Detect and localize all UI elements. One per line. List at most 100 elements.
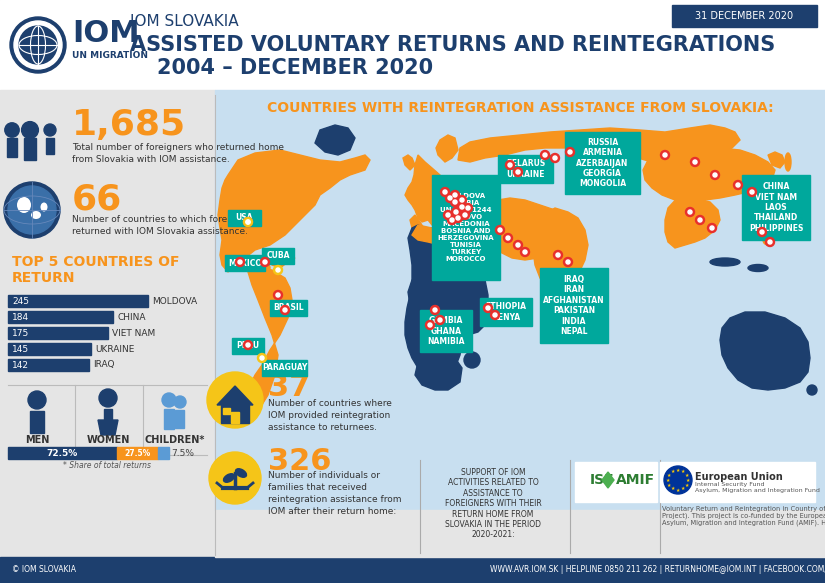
- Circle shape: [661, 150, 670, 160]
- Bar: [8, 327, 108, 339]
- Text: from Slovakia with IOM assistance.: from Slovakia with IOM assistance.: [72, 156, 229, 164]
- Bar: [223, 408, 230, 414]
- Ellipse shape: [17, 197, 31, 213]
- Circle shape: [553, 156, 557, 160]
- Circle shape: [443, 190, 447, 194]
- Circle shape: [276, 293, 280, 297]
- Circle shape: [438, 318, 442, 322]
- Text: BELARUS
UKRAINE: BELARUS UKRAINE: [506, 159, 545, 179]
- Text: 2004 – DECEMBER 2020: 2004 – DECEMBER 2020: [157, 58, 433, 78]
- Text: 31 DECEMBER 2020: 31 DECEMBER 2020: [695, 11, 793, 21]
- Text: BRASIL: BRASIL: [273, 304, 304, 312]
- Circle shape: [263, 260, 267, 264]
- Bar: [225, 255, 265, 271]
- Circle shape: [44, 124, 56, 136]
- Text: © IOM SLOVAKIA: © IOM SLOVAKIA: [12, 566, 76, 574]
- Circle shape: [566, 260, 570, 264]
- Circle shape: [460, 198, 464, 202]
- Bar: [742, 175, 810, 240]
- Bar: [232, 338, 264, 354]
- Circle shape: [447, 216, 456, 224]
- Ellipse shape: [785, 153, 791, 171]
- Circle shape: [513, 241, 522, 250]
- Text: Total number of foreigners who returned home: Total number of foreigners who returned …: [72, 143, 284, 153]
- Bar: [575, 462, 657, 502]
- Bar: [540, 268, 608, 343]
- Circle shape: [747, 188, 757, 196]
- Circle shape: [464, 203, 473, 212]
- Circle shape: [456, 216, 460, 220]
- Bar: [8, 359, 89, 371]
- Polygon shape: [448, 195, 500, 262]
- Circle shape: [454, 213, 463, 223]
- Circle shape: [243, 217, 252, 227]
- Circle shape: [691, 157, 700, 167]
- Text: ★: ★: [685, 483, 689, 487]
- Text: PERU: PERU: [237, 342, 260, 350]
- Text: UKRAINE: UKRAINE: [95, 345, 134, 353]
- Circle shape: [708, 223, 716, 233]
- Circle shape: [446, 194, 455, 202]
- Text: 326: 326: [268, 448, 332, 476]
- Ellipse shape: [235, 469, 247, 477]
- Circle shape: [733, 181, 742, 189]
- Bar: [30, 411, 44, 433]
- Circle shape: [486, 306, 490, 310]
- Circle shape: [174, 396, 186, 408]
- Bar: [46, 138, 54, 154]
- Bar: [498, 155, 553, 183]
- Bar: [221, 405, 249, 423]
- Text: families that received: families that received: [268, 483, 367, 493]
- Circle shape: [556, 253, 560, 257]
- Circle shape: [450, 218, 454, 222]
- Text: CHINA: CHINA: [117, 312, 146, 321]
- Circle shape: [483, 304, 493, 312]
- Circle shape: [493, 313, 497, 317]
- Circle shape: [508, 163, 512, 167]
- Circle shape: [766, 237, 775, 247]
- Circle shape: [10, 17, 66, 73]
- Bar: [8, 311, 113, 323]
- Bar: [164, 409, 174, 429]
- Text: ETHIOPIA
KENYA: ETHIOPIA KENYA: [485, 303, 526, 322]
- Text: PARAGUAY: PARAGUAY: [262, 363, 307, 373]
- Circle shape: [243, 217, 252, 227]
- Circle shape: [506, 236, 510, 240]
- Circle shape: [563, 258, 573, 266]
- Polygon shape: [492, 198, 578, 260]
- Circle shape: [516, 170, 520, 174]
- Circle shape: [207, 372, 263, 428]
- Text: MEN: MEN: [25, 435, 50, 445]
- Text: 72.5%: 72.5%: [47, 448, 78, 458]
- Polygon shape: [408, 272, 450, 315]
- Circle shape: [453, 200, 457, 204]
- Text: VIET NAM: VIET NAM: [112, 328, 155, 338]
- Circle shape: [433, 308, 437, 312]
- Text: IRAQ
IRAN
AFGHANISTAN
PAKISTAN
INDIA
NEPAL: IRAQ IRAN AFGHANISTAN PAKISTAN INDIA NEP…: [543, 275, 605, 336]
- Circle shape: [274, 290, 282, 300]
- Text: Voluntary Return and Reintegration in Country of Origin (Individual
Project). Th: Voluntary Return and Reintegration in Co…: [662, 505, 825, 526]
- Circle shape: [543, 153, 547, 157]
- Text: SUPPORT OF IOM
ACTIVITIES RELATED TO
ASSISTANCE TO
FOREIGNERS WITH THEIR
RETURN : SUPPORT OF IOM ACTIVITIES RELATED TO ASS…: [445, 468, 541, 539]
- Circle shape: [448, 196, 452, 200]
- Polygon shape: [533, 208, 588, 295]
- Text: ★: ★: [681, 469, 686, 474]
- Circle shape: [568, 150, 572, 154]
- Circle shape: [466, 206, 470, 210]
- Circle shape: [450, 191, 460, 199]
- Circle shape: [246, 220, 250, 224]
- Polygon shape: [643, 145, 775, 202]
- Ellipse shape: [710, 258, 740, 266]
- Text: ★: ★: [671, 469, 675, 474]
- Bar: [175, 410, 184, 428]
- Text: IOM SLOVAKIA: IOM SLOVAKIA: [130, 15, 238, 30]
- Text: reintegration assistance from: reintegration assistance from: [268, 496, 402, 504]
- Text: ★: ★: [671, 486, 675, 491]
- Polygon shape: [248, 268, 292, 410]
- Polygon shape: [403, 155, 415, 170]
- Circle shape: [246, 343, 250, 347]
- Circle shape: [426, 321, 435, 329]
- Text: ASSISTED VOLUNTARY RETURNS AND REINTEGRATIONS: ASSISTED VOLUNTARY RETURNS AND REINTEGRA…: [130, 35, 776, 55]
- Circle shape: [750, 190, 754, 194]
- Text: * Share of total returns: * Share of total returns: [63, 462, 151, 470]
